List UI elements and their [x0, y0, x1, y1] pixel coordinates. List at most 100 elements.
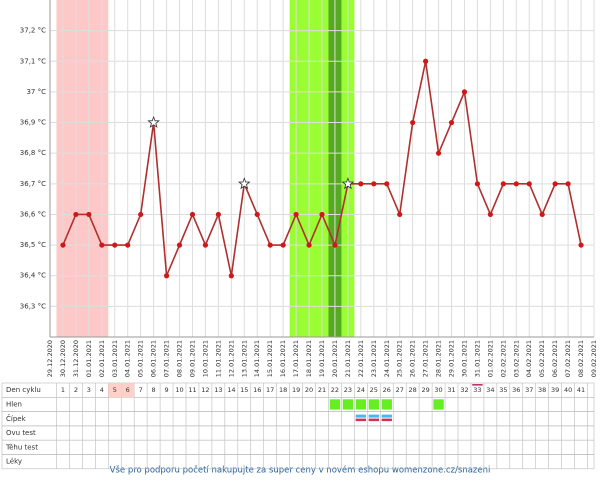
- x-tick-label: 30.12.2020: [59, 340, 67, 377]
- x-tick-label: 11.01.2021: [214, 340, 222, 377]
- row-label: Ovu test: [6, 429, 36, 437]
- y-tick-label: 36,7 °C: [20, 180, 46, 188]
- cycle-day: 16: [253, 386, 261, 394]
- cycle-day: 18: [279, 386, 287, 394]
- cycle-day: 40: [564, 386, 572, 394]
- point: [280, 242, 286, 248]
- star-point: [147, 115, 160, 128]
- row-label: Den cyklu: [6, 386, 41, 394]
- y-tick-label: 36,3 °C: [20, 302, 46, 310]
- point: [319, 211, 325, 218]
- x-tick-label: 17.01.2021: [292, 340, 300, 377]
- cycle-day: 11: [188, 386, 196, 394]
- point: [306, 242, 312, 248]
- y-tick-label: 37 °C: [26, 88, 46, 96]
- cycle-day: 7: [139, 386, 143, 394]
- x-tick-label: 24.01.2021: [383, 340, 391, 377]
- cycle-day: 41: [577, 386, 585, 394]
- star-point: [237, 177, 251, 190]
- x-tick-label: 03.01.2021: [111, 340, 119, 377]
- hlen-cell: [381, 399, 392, 410]
- point: [384, 181, 390, 187]
- hlen-cell: [368, 399, 379, 410]
- cipek-icon: [355, 414, 367, 418]
- x-tick-label: 13.01.2021: [240, 340, 248, 377]
- x-tick-label: 12.01.2021: [227, 340, 235, 377]
- y-tick-label: 36,9 °C: [20, 119, 46, 127]
- cycle-day: 35: [499, 386, 507, 394]
- x-tick-label: 29.01.2021: [448, 340, 456, 377]
- row-label: Léky: [6, 458, 22, 466]
- point: [138, 211, 144, 218]
- cycle-day: 12: [201, 386, 209, 394]
- period-cell: [121, 383, 135, 398]
- x-tick-label: 06.02.2021: [551, 340, 559, 377]
- x-tick-label: 09.02.2021: [590, 340, 598, 377]
- x-tick-label: 20.01.2021: [331, 340, 339, 377]
- point: [358, 181, 364, 187]
- x-tick-label: 31.01.2021: [473, 340, 481, 377]
- x-tick-label: 02.01.2021: [98, 340, 106, 377]
- point: [474, 181, 481, 187]
- x-tick-label: 01.01.2021: [85, 340, 93, 377]
- cycle-day: 15: [240, 386, 248, 394]
- point: [228, 273, 234, 279]
- point: [461, 89, 468, 95]
- cipek-icon-base: [355, 418, 367, 422]
- point: [60, 242, 66, 248]
- cycle-day: 26: [383, 386, 391, 394]
- cycle-day: 4: [100, 386, 104, 394]
- cipek-icon: [381, 414, 392, 418]
- row-label: Čípek: [6, 414, 27, 423]
- x-tick-label: 04.02.2021: [525, 340, 533, 377]
- x-tick-label: 22.01.2021: [357, 340, 365, 377]
- x-tick-label: 08.01.2021: [176, 340, 184, 377]
- point: [410, 119, 416, 126]
- point: [125, 242, 131, 248]
- point: [552, 181, 558, 187]
- cycle-day: 2: [74, 386, 78, 394]
- x-tick-label: 07.02.2021: [564, 340, 572, 377]
- cycle-day: 27: [396, 386, 404, 394]
- cycle-day: 9: [165, 386, 169, 394]
- row-label: Těhu test: [5, 443, 38, 451]
- point: [202, 242, 209, 248]
- hlen-cell: [433, 399, 444, 410]
- point: [565, 181, 571, 187]
- y-tick-label: 36,6 °C: [20, 210, 46, 218]
- highlight-band: [56, 0, 109, 337]
- point: [215, 211, 221, 218]
- point: [513, 181, 519, 187]
- point: [539, 211, 545, 218]
- point: [526, 181, 532, 187]
- x-tick-label: 29.12.2020: [46, 340, 54, 377]
- cycle-day: 34: [486, 386, 494, 394]
- point: [254, 211, 260, 218]
- cycle-day: 25: [370, 386, 378, 394]
- hlen-cell: [329, 399, 341, 410]
- point: [397, 211, 403, 218]
- x-tick-label: 06.01.2021: [150, 340, 158, 377]
- cycle-day: 28: [409, 386, 417, 394]
- point: [423, 58, 429, 64]
- x-tick-label: 15.01.2021: [266, 340, 274, 377]
- x-tick-label: 18.01.2021: [305, 340, 313, 377]
- x-tick-label: 09.01.2021: [188, 340, 196, 377]
- cipek-icon-base: [381, 418, 392, 422]
- x-tick-label: 31.12.2020: [72, 340, 80, 377]
- point: [293, 211, 299, 218]
- footer[interactable]: Vše pro podporu početí nakupujte za supe…: [110, 465, 491, 476]
- point: [176, 242, 183, 248]
- cycle-day: 20: [305, 386, 313, 394]
- cycle-day: 23: [344, 386, 352, 394]
- cipek-icon: [368, 414, 379, 418]
- x-tick-label: 02.02.2021: [499, 340, 507, 377]
- hlen-cell: [342, 399, 354, 410]
- x-tick-label: 05.01.2021: [137, 340, 145, 377]
- point: [487, 211, 493, 218]
- point: [500, 181, 506, 187]
- x-tick-label: 21.01.2021: [344, 340, 352, 377]
- x-tick-label: 04.01.2021: [124, 340, 132, 377]
- hlen-cell: [355, 399, 367, 410]
- y-tick-label: 37,1 °C: [20, 57, 46, 65]
